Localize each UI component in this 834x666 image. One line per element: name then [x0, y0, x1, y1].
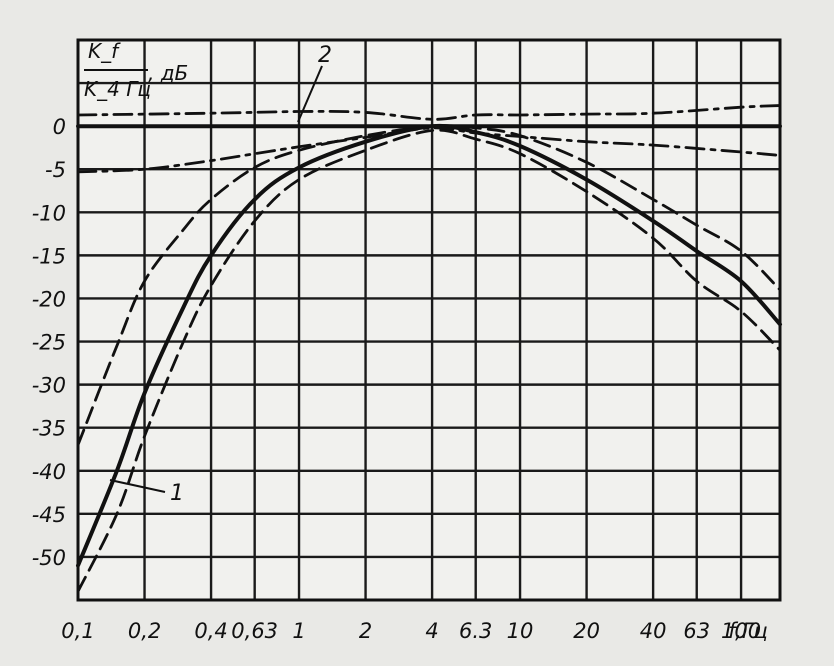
- y-tick-label: -15: [32, 244, 66, 268]
- series-curve-1-upper-bound: [76, 124, 782, 447]
- y-tick-label: -10: [32, 201, 66, 225]
- y-label-unit: , дБ: [148, 61, 188, 85]
- y-tick-labels: 0 -5 -10 -15 -20 -25 -30 -35 -40 -45 -50: [32, 115, 66, 570]
- curve-label-1-text: 1: [170, 481, 184, 506]
- x-tick-label: 4: [425, 619, 438, 643]
- curve-label-1-leader: [109, 479, 166, 493]
- series: [76, 104, 782, 593]
- series-curve-2-upper-bound: [76, 104, 782, 121]
- x-tick-label: 6.3: [459, 619, 492, 643]
- y-tick-label: -45: [32, 503, 66, 527]
- x-tick-label: 10: [507, 619, 534, 643]
- y-tick-label: -50: [32, 546, 66, 570]
- x-tick-label: 0,63: [231, 619, 278, 643]
- y-tick-label: 0: [53, 115, 66, 139]
- y-tick-label: -40: [32, 460, 66, 484]
- x-tick-label: 0,2: [128, 619, 161, 643]
- y-tick-label: -25: [32, 331, 66, 355]
- y-tick-label: -35: [32, 417, 66, 441]
- x-tick-label: 1: [292, 619, 305, 643]
- y-tick-label: -5: [45, 158, 66, 182]
- x-tick-label: 2: [359, 619, 372, 643]
- x-tick-label: 0,1: [61, 619, 94, 643]
- x-tick-label: 40: [640, 619, 667, 643]
- series-curve-1: [76, 123, 782, 568]
- plot-background: [78, 40, 780, 600]
- y-label-denominator: K_4 Гц: [84, 77, 151, 101]
- x-axis-label: f,Гц: [728, 619, 768, 643]
- y-tick-label: -30: [32, 374, 66, 398]
- y-tick-label: -20: [32, 287, 66, 311]
- y-label-numerator: K_f: [88, 39, 121, 63]
- curve-label-2: 2: [297, 43, 332, 123]
- x-tick-label: 0,4: [194, 619, 227, 643]
- x-tick-label: 100: [721, 619, 761, 643]
- plot-frame: [76, 38, 782, 602]
- y-axis-label: K_f K_4 Гц , дБ: [84, 39, 188, 101]
- curve-label-2-text: 2: [318, 43, 332, 68]
- series-curve-2-lower-bound: [76, 126, 782, 174]
- curve-label-2-leader: [297, 65, 323, 123]
- series-curve-1-lower-bound: [76, 128, 782, 593]
- x-tick-label: 63: [683, 619, 710, 643]
- curve-label-1: 1: [109, 479, 184, 506]
- x-tick-label: 20: [573, 619, 600, 643]
